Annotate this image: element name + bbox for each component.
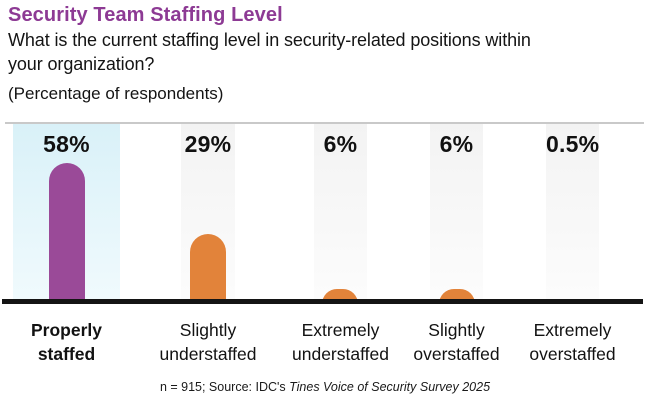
category-label-line: overstaffed [413,344,500,364]
column-band-extremely-overstaffed: 0.5% [546,124,599,299]
column-band-slightly-overstaffed: 6% [430,124,483,299]
category-label-line: Extremely [533,320,612,340]
column-band-extremely-understaffed: 6% [314,124,367,299]
category-label-line: Extremely [301,320,380,340]
category-label-line: staffed [37,344,96,364]
source-note-prefix: n = 915; Source: IDC's [159,380,290,394]
category-label-line: Slightly [428,320,485,340]
source-note: n = 915; Source: IDC's Tines Voice of Se… [0,380,650,394]
bar-chart: 58% 29% 6% 6% 0.5% [0,124,650,304]
category-label-line: Slightly [179,320,237,340]
question-line-1: What is the current staffing level in se… [8,30,531,50]
value-label-slightly-overstaffed: 6% [439,131,474,157]
category-label-line: Properly [31,320,102,340]
page-title: Security Team Staffing Level [8,4,283,26]
category-label-line: understaffed [159,344,257,364]
bar-slightly-understaffed [190,233,226,304]
value-label-slightly-understaffed: 29% [184,131,232,157]
source-note-survey-title: Tines Voice of Security Survey 2025 [289,380,491,394]
category-label-properly-staffed: Properly staffed [0,318,137,366]
chart-top-rule [5,122,644,124]
category-label-line: overstaffed [529,344,616,364]
value-label-extremely-understaffed: 6% [323,131,358,157]
category-label-slightly-understaffed: Slightly understaffed [138,318,278,366]
bar-properly-staffed [49,163,85,304]
category-label-slightly-overstaffed: Slightly overstaffed [386,318,527,366]
category-label-line: understaffed [292,344,389,364]
value-label-extremely-overstaffed: 0.5% [546,131,600,157]
category-label-extremely-overstaffed: Extremely overstaffed [502,318,643,366]
category-label-extremely-understaffed: Extremely understaffed [270,318,411,366]
units-note: (Percentage of respondents) [8,84,224,103]
value-label-properly-staffed: 58% [43,131,90,157]
x-axis-baseline [2,299,643,304]
question-line-2: your organization? [8,54,155,74]
